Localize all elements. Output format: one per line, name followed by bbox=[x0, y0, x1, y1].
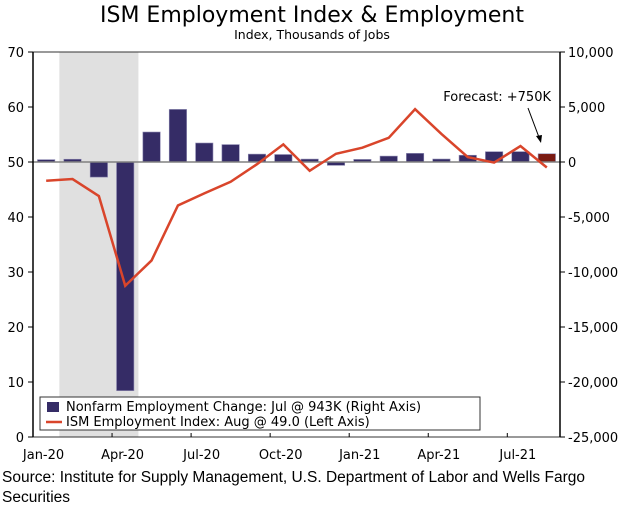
employment-bar bbox=[89, 161, 108, 178]
left-tick-label: 50 bbox=[7, 156, 24, 171]
x-tick-label: Jul-21 bbox=[498, 448, 536, 463]
forecast-arrowhead bbox=[536, 135, 542, 143]
left-tick-label: 0 bbox=[16, 431, 24, 446]
employment-bar bbox=[274, 154, 293, 163]
x-tick-label: Apr-21 bbox=[417, 448, 460, 463]
x-tick-label: Jul-20 bbox=[182, 448, 220, 463]
right-tick-label: 10,000 bbox=[568, 46, 614, 61]
employment-bar bbox=[168, 109, 187, 163]
x-tick-label: Apr-20 bbox=[101, 448, 144, 463]
right-tick-label: 5,000 bbox=[568, 101, 605, 116]
employment-bar bbox=[379, 155, 398, 163]
forecast-arrow bbox=[527, 107, 541, 141]
employment-bar bbox=[116, 161, 135, 391]
legend: Nonfarm Employment Change: Jul @ 943K (R… bbox=[39, 396, 481, 431]
left-tick-label: 10 bbox=[7, 376, 24, 391]
chart-title: ISM Employment Index & Employment bbox=[100, 3, 524, 28]
employment-bar bbox=[511, 151, 530, 163]
employment-bar bbox=[221, 144, 240, 163]
employment-bar bbox=[406, 153, 425, 163]
legend-bar-swatch bbox=[47, 402, 59, 412]
left-tick-label: 40 bbox=[7, 211, 24, 226]
chart-subtitle: Index, Thousands of Jobs bbox=[234, 27, 390, 42]
x-tick-label: Oct-20 bbox=[259, 448, 303, 463]
forecast-label: Forecast: +750K bbox=[443, 90, 551, 105]
employment-bar bbox=[195, 142, 214, 163]
employment-bar bbox=[142, 131, 161, 163]
right-tick-label: -10,000 bbox=[568, 266, 618, 281]
right-tick-label: -25,000 bbox=[568, 431, 618, 446]
legend-bar-label: Nonfarm Employment Change: Jul @ 943K (R… bbox=[66, 400, 421, 415]
source-note: Source: Institute for Supply Management,… bbox=[2, 469, 585, 506]
right-tick-label: -20,000 bbox=[568, 376, 618, 391]
right-tick-label: -5,000 bbox=[568, 211, 610, 226]
left-tick-label: 70 bbox=[7, 46, 24, 61]
left-tick-label: 60 bbox=[7, 101, 24, 116]
left-tick-label: 30 bbox=[7, 266, 24, 281]
ism-line bbox=[46, 107, 548, 289]
forecast-bar bbox=[537, 153, 556, 163]
left-tick-label: 20 bbox=[7, 321, 24, 336]
right-tick-label: -15,000 bbox=[568, 321, 618, 336]
right-tick-label: 0 bbox=[568, 156, 576, 171]
legend-line-label: ISM Employment Index: Aug @ 49.0 (Left A… bbox=[66, 415, 370, 430]
x-tick-label: Jan-21 bbox=[338, 448, 380, 463]
x-tick-label: Jan-20 bbox=[22, 448, 64, 463]
